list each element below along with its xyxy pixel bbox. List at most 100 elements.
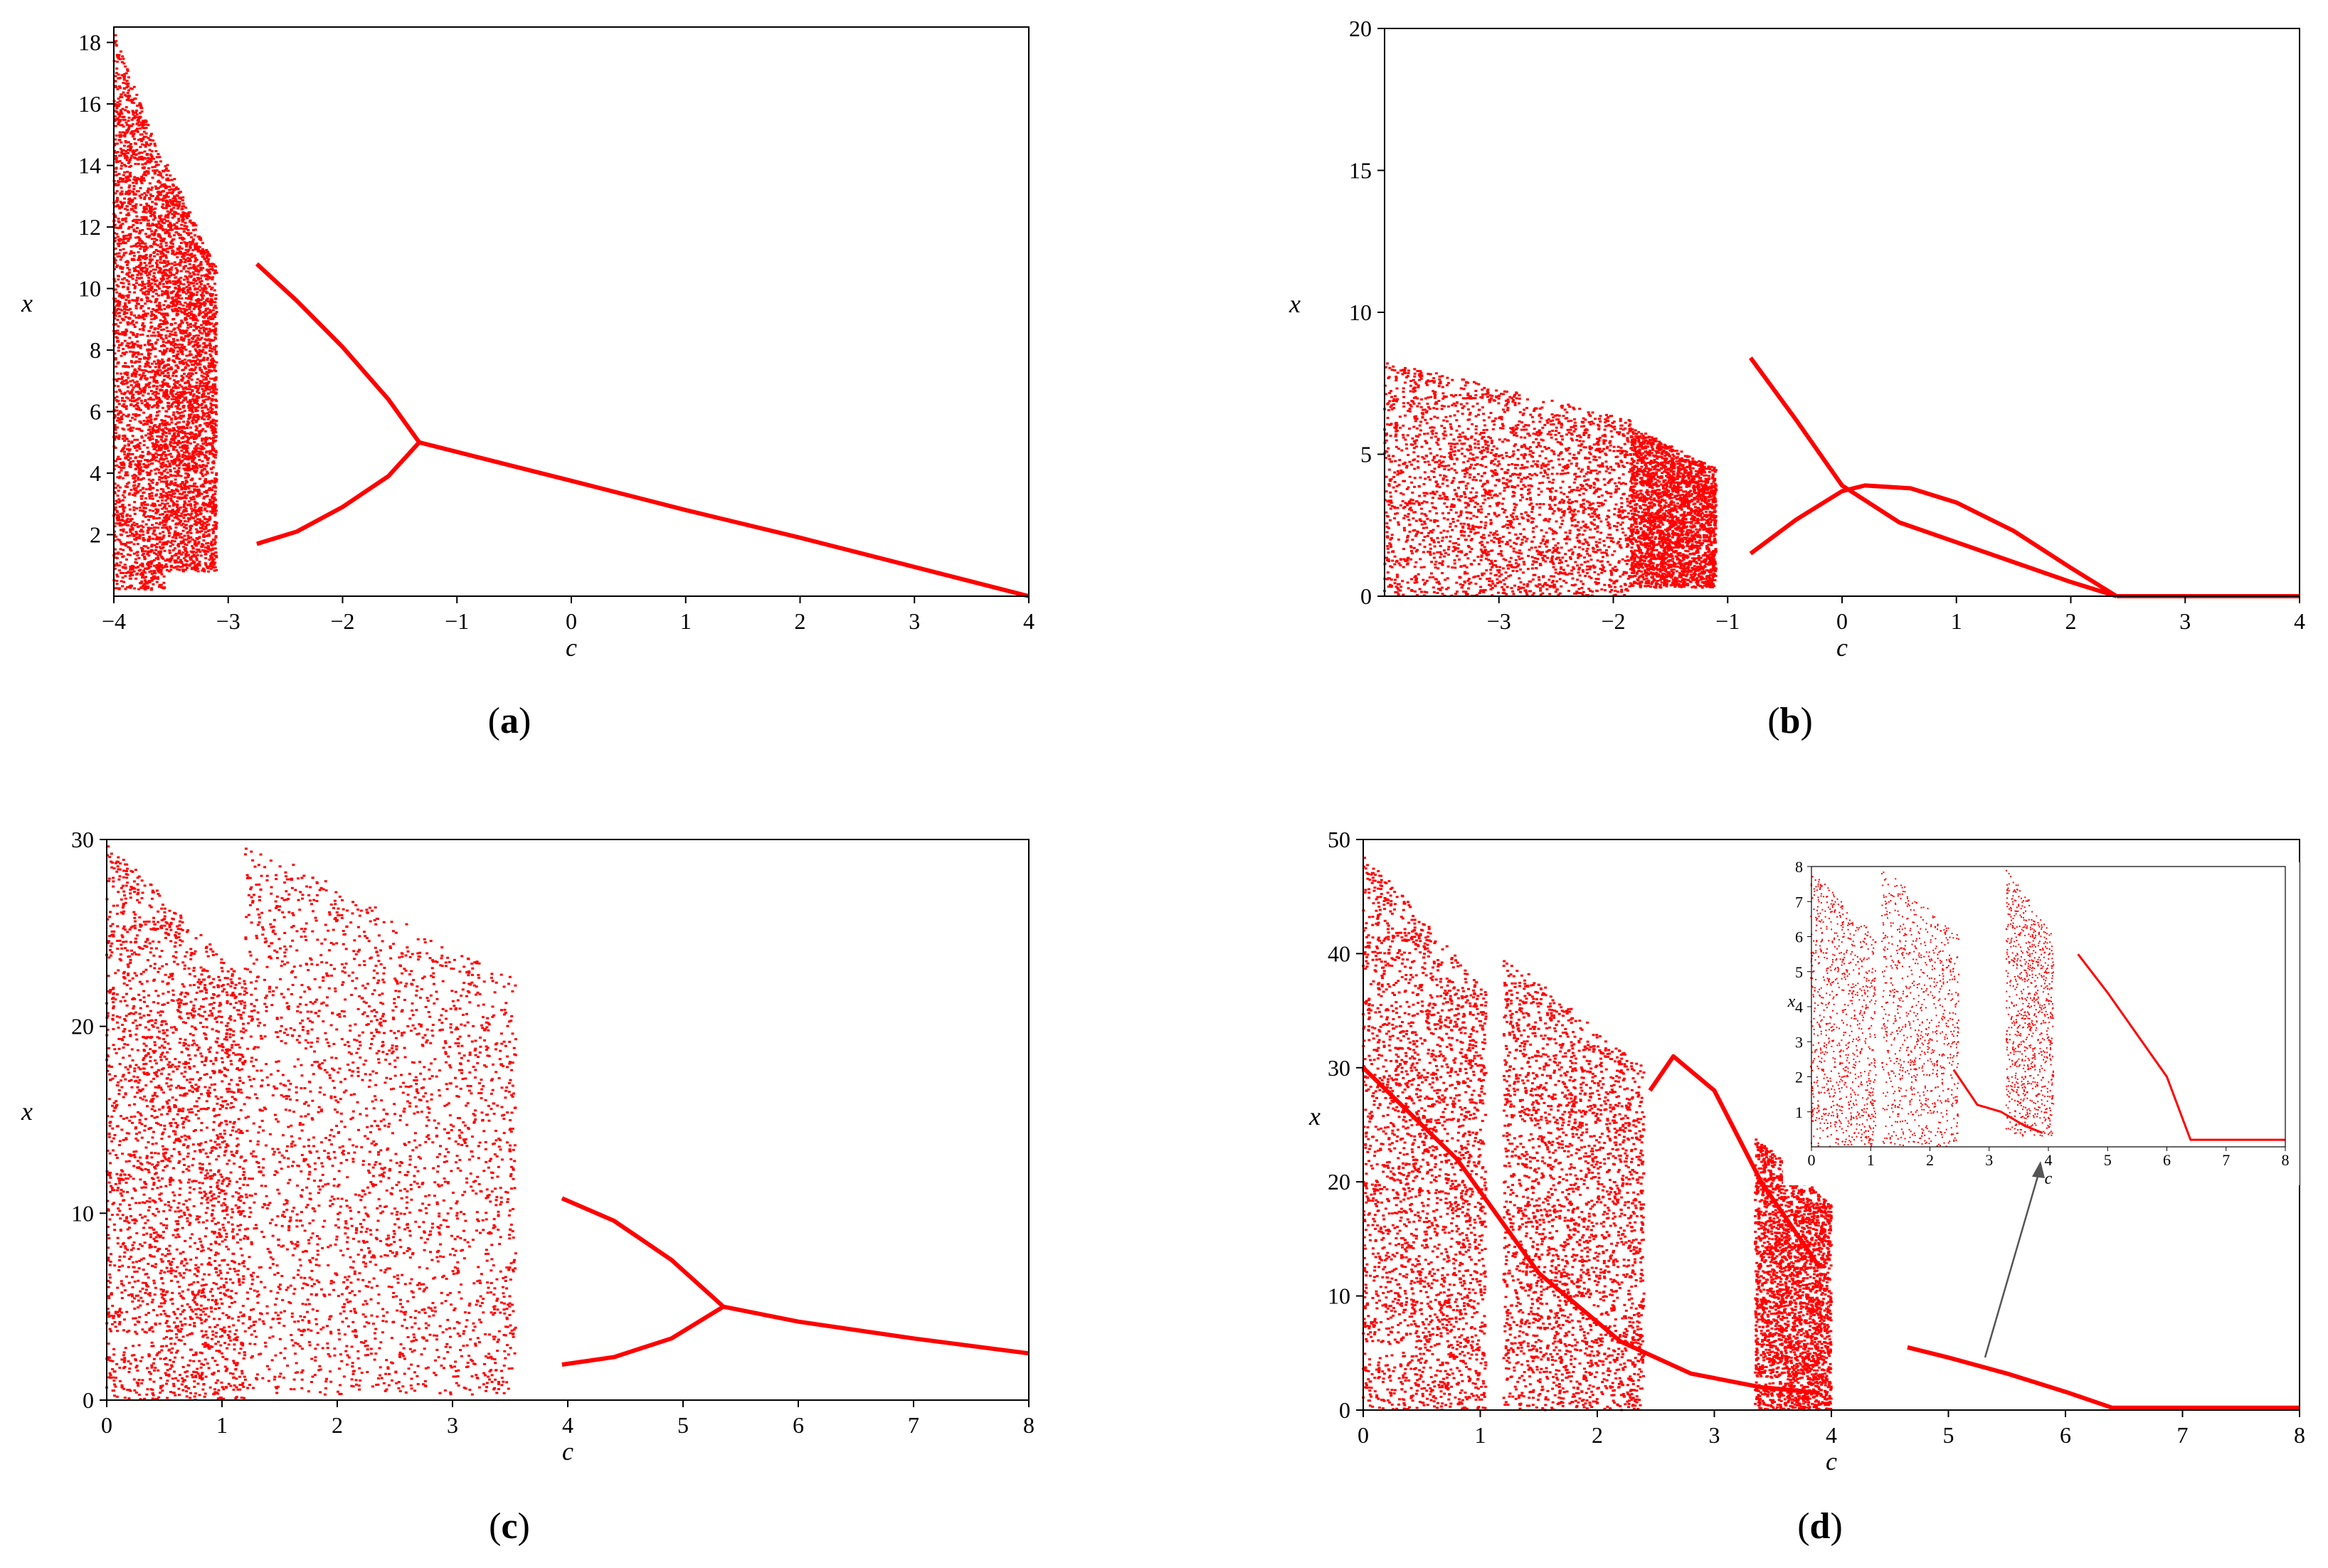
scatter-point: [132, 245, 136, 248]
scatter-point: [131, 135, 134, 138]
scatter-point: [136, 122, 139, 125]
scatter-point: [116, 484, 120, 487]
scatter-point: [159, 181, 162, 184]
scatter-point: [117, 278, 120, 281]
scatter-point: [116, 312, 120, 315]
scatter-point: [162, 557, 165, 560]
scatter-point: [185, 292, 189, 295]
scatter-point: [210, 467, 213, 470]
scatter-point: [132, 487, 136, 489]
scatter-point: [183, 278, 186, 281]
scatter-point: [144, 121, 147, 124]
scatter-point: [159, 462, 163, 465]
scatter-point: [151, 166, 154, 169]
scatter-point: [151, 442, 154, 445]
scatter-point: [117, 412, 120, 415]
scatter-point: [212, 480, 216, 483]
scatter-point: [194, 506, 197, 509]
scatter-point: [176, 561, 180, 563]
scatter-point: [214, 388, 218, 391]
scatter-point: [128, 546, 132, 549]
scatter-point: [139, 180, 143, 183]
scatter-point: [211, 500, 215, 503]
scatter-point: [195, 356, 199, 359]
scatter-point: [145, 290, 149, 293]
scatter-point: [193, 277, 196, 280]
scatter-point: [133, 361, 137, 364]
scatter-point: [211, 422, 214, 425]
scatter-point: [162, 383, 165, 386]
scatter-point: [127, 127, 131, 130]
scatter-point: [186, 476, 190, 479]
scatter-point: [142, 512, 146, 515]
scatter-point: [214, 486, 218, 489]
scatter-point: [122, 282, 125, 285]
scatter-point: [183, 485, 186, 488]
scatter-point: [172, 282, 176, 285]
scatter-point: [139, 454, 143, 457]
scatter-point: [169, 473, 172, 476]
scatter-point: [155, 546, 159, 549]
scatter-point: [206, 408, 210, 411]
scatter-point: [196, 248, 200, 250]
scatter-point: [177, 514, 181, 517]
scatter-point: [203, 365, 206, 368]
scatter-point: [202, 485, 206, 488]
scatter-point: [147, 383, 150, 386]
scatter-point: [153, 276, 157, 279]
scatter-point: [144, 245, 147, 248]
scatter-point: [175, 504, 179, 507]
scatter-point: [122, 413, 125, 416]
scatter-point: [165, 568, 169, 571]
scatter-point: [165, 391, 169, 394]
scatter-point: [114, 432, 117, 435]
scatter-point: [120, 399, 124, 402]
scatter-point: [176, 534, 179, 536]
scatter-point: [186, 212, 190, 215]
scatter-point: [116, 180, 120, 183]
scatter-point: [166, 460, 169, 463]
scatter-point: [189, 433, 192, 435]
scatter-point: [150, 325, 154, 328]
scatter-point: [142, 510, 145, 513]
scatter-point: [125, 295, 129, 297]
scatter-point: [185, 253, 189, 256]
scatter-point: [184, 215, 188, 218]
scatter-point: [174, 566, 178, 568]
scatter-point: [164, 207, 168, 210]
scatter-point: [164, 231, 167, 233]
scatter-point: [203, 568, 206, 571]
scatter-point: [162, 206, 165, 209]
scatter-point: [187, 421, 191, 424]
scatter-point: [121, 585, 125, 588]
scatter-point: [165, 327, 169, 329]
scatter-point: [132, 445, 136, 447]
scatter-point: [197, 541, 201, 544]
scatter-point: [206, 373, 209, 376]
scatter-point: [212, 384, 216, 387]
scatter-point: [160, 329, 164, 332]
scatter-point: [160, 294, 164, 297]
scatter-point: [123, 311, 127, 314]
scatter-point: [154, 577, 158, 580]
scatter-point: [176, 280, 179, 282]
scatter-point: [201, 371, 204, 374]
scatter-point: [156, 556, 159, 559]
scatter-point: [159, 160, 162, 163]
scatter-point: [114, 154, 117, 157]
scatter-point: [166, 277, 169, 280]
scatter-point: [125, 305, 129, 308]
scatter-point: [134, 285, 137, 288]
scatter-point: [180, 247, 184, 250]
scatter-point: [113, 262, 117, 265]
scatter-point: [202, 447, 206, 450]
scatter-point: [157, 373, 160, 376]
scatter-point: [138, 232, 142, 235]
scatter-point: [157, 396, 161, 399]
scatter-point: [152, 347, 155, 350]
scatter-point: [208, 502, 211, 504]
scatter-point: [168, 551, 171, 554]
scatter-point: [177, 399, 181, 402]
scatter-point: [214, 451, 218, 454]
scatter-point: [154, 198, 157, 201]
